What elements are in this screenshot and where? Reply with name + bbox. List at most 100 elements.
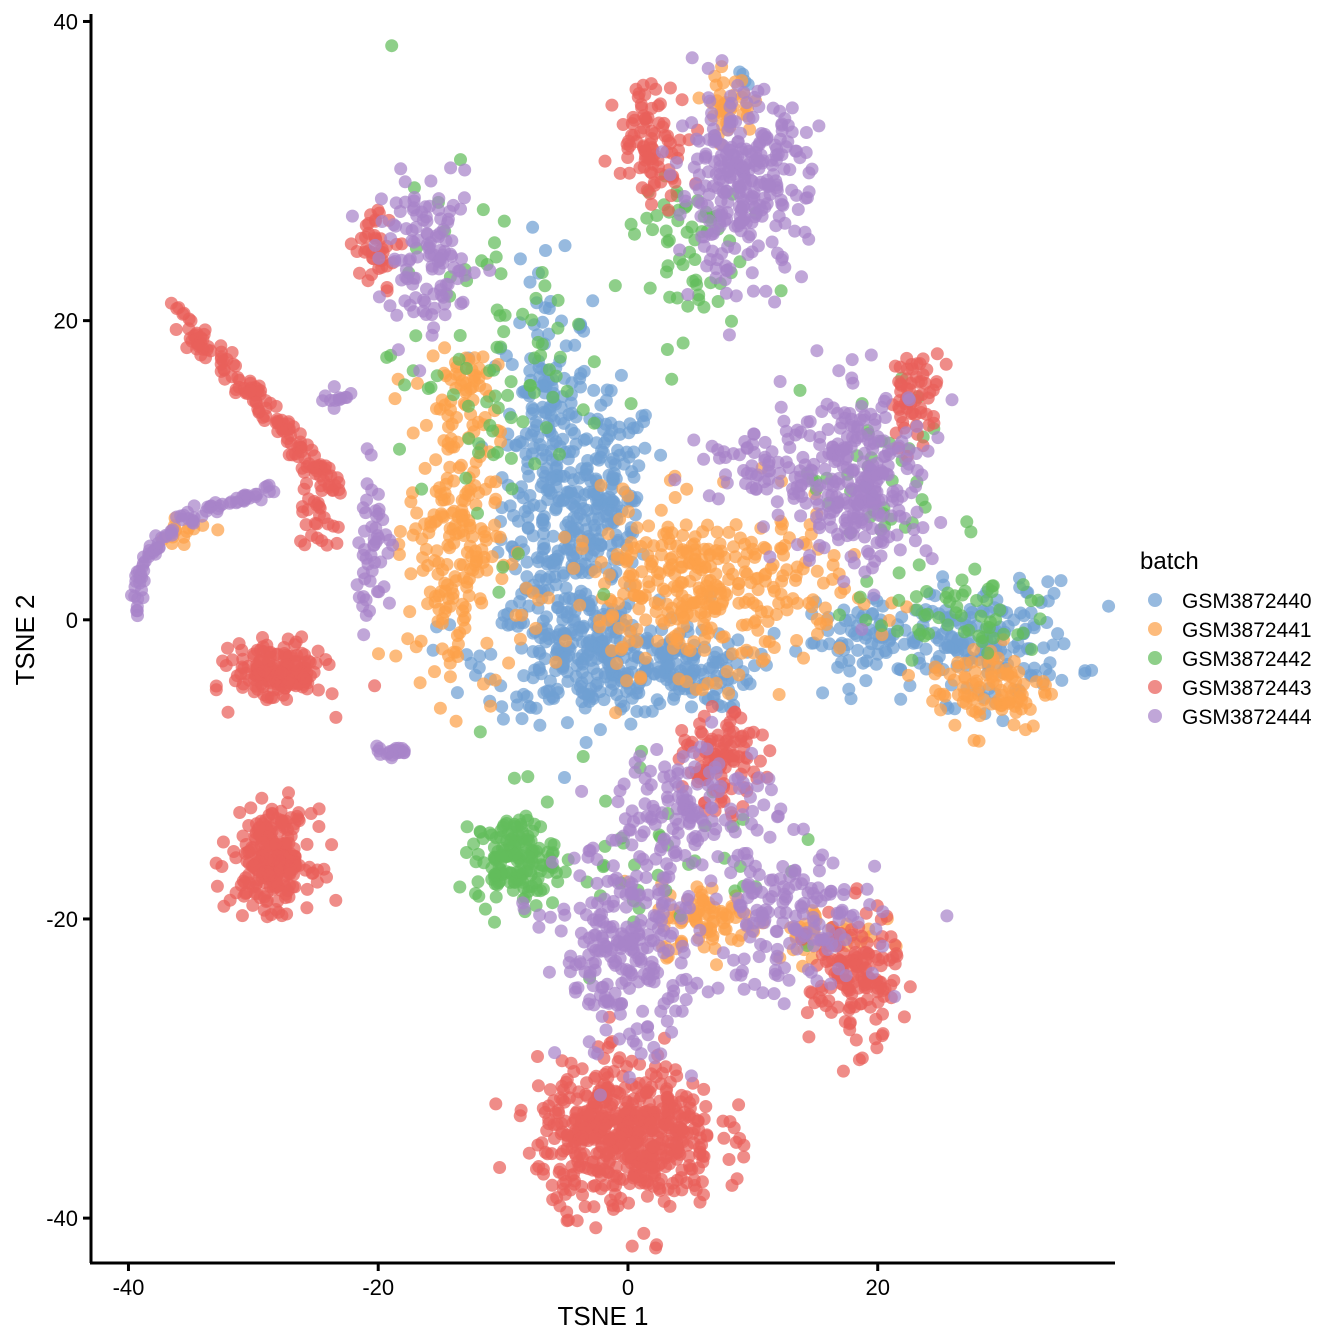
data-point: [725, 314, 738, 328]
data-point: [631, 1125, 645, 1139]
data-point: [576, 403, 590, 417]
data-point: [521, 770, 535, 784]
data-point: [785, 101, 799, 115]
data-point: [668, 491, 682, 504]
data-point: [636, 1004, 650, 1018]
data-point: [711, 295, 725, 308]
data-point: [523, 364, 537, 378]
data-point: [725, 932, 738, 946]
data-point: [681, 299, 695, 313]
data-point: [549, 655, 563, 669]
data-point: [801, 963, 815, 977]
data-point: [244, 801, 258, 815]
data-point: [709, 262, 723, 276]
data-point: [538, 629, 552, 642]
data-point: [575, 1062, 589, 1076]
data-point: [606, 859, 620, 873]
data-point: [525, 447, 539, 461]
data-point: [539, 244, 552, 257]
data-point: [520, 570, 534, 584]
data-point: [493, 1161, 507, 1174]
data-point: [660, 1014, 674, 1028]
data-point: [903, 980, 917, 994]
data-point: [802, 553, 816, 567]
data-point: [871, 508, 885, 522]
data-point: [560, 1214, 574, 1228]
data-point: [939, 357, 953, 371]
data-point: [505, 482, 519, 496]
data-point: [510, 865, 524, 879]
data-point: [752, 950, 766, 964]
data-point: [847, 556, 861, 570]
data-point: [775, 124, 789, 138]
data-point: [557, 566, 571, 580]
data-point: [848, 1000, 862, 1014]
data-point: [589, 1069, 603, 1083]
data-point: [817, 576, 830, 590]
data-point: [625, 933, 639, 947]
data-point: [471, 847, 485, 861]
data-point: [812, 119, 826, 133]
data-point: [576, 750, 590, 763]
data-point: [996, 714, 1010, 728]
data-point: [570, 1105, 584, 1118]
data-point: [554, 1147, 568, 1161]
data-point: [690, 933, 704, 947]
data-point: [569, 670, 583, 683]
data-point: [586, 662, 600, 675]
data-point: [497, 214, 511, 228]
data-point: [588, 1179, 602, 1192]
data-point: [546, 896, 559, 910]
data-point: [827, 505, 841, 519]
data-point: [522, 850, 536, 864]
data-point: [539, 421, 553, 435]
data-point: [540, 795, 554, 809]
data-point: [430, 369, 444, 383]
data-point: [620, 920, 634, 934]
data-point: [567, 561, 581, 575]
data-point: [534, 569, 548, 583]
data-point: [713, 88, 727, 102]
data-point: [983, 656, 996, 670]
data-point: [260, 910, 274, 924]
data-point: [910, 419, 924, 433]
data-point: [882, 530, 896, 544]
data-point: [282, 836, 296, 850]
data-point: [599, 794, 613, 808]
data-point: [1026, 719, 1040, 733]
data-point: [520, 555, 534, 569]
data-point: [667, 692, 681, 706]
data-point: [1057, 637, 1071, 651]
data-point: [663, 81, 677, 95]
data-point: [707, 224, 721, 238]
data-point: [656, 871, 670, 885]
data-point: [542, 965, 556, 979]
data-point: [460, 820, 474, 834]
data-point: [691, 152, 704, 166]
data-point: [1036, 675, 1050, 688]
data-point: [646, 223, 659, 237]
data-point: [689, 273, 703, 287]
data-point: [525, 428, 538, 442]
data-point: [452, 461, 466, 475]
data-point: [657, 1194, 671, 1208]
data-point: [587, 383, 601, 397]
data-point: [211, 523, 225, 537]
data-point: [594, 478, 608, 492]
data-point: [368, 679, 382, 693]
data-point: [597, 587, 611, 601]
data-point: [624, 217, 638, 231]
data-point: [587, 1132, 601, 1146]
data-point: [606, 494, 619, 508]
data-point: [522, 1146, 536, 1160]
data-point: [552, 447, 566, 461]
data-point: [774, 284, 788, 298]
data-point: [239, 886, 253, 900]
data-point: [579, 736, 593, 749]
data-point: [897, 1010, 911, 1024]
data-point: [983, 615, 997, 629]
data-point: [765, 235, 779, 249]
data-point: [630, 704, 644, 718]
data-point: [256, 631, 269, 644]
data-point: [461, 399, 475, 413]
